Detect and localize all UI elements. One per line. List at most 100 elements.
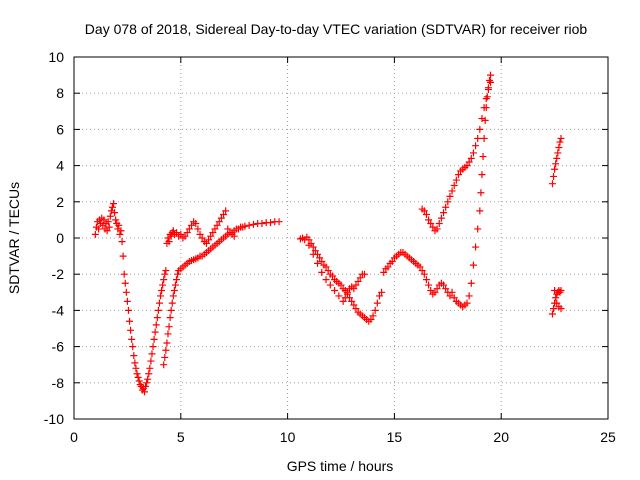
data-point-6-27 (476, 125, 484, 133)
data-point-0-38 (132, 364, 140, 372)
data-point-8-11 (557, 305, 565, 313)
data-point-0-32 (126, 317, 134, 325)
data-point-7-0 (548, 180, 556, 188)
data-point-0-8 (100, 216, 108, 224)
data-point-4-3 (318, 268, 326, 276)
data-point-1-12 (173, 276, 181, 284)
data-point-5-28 (440, 281, 448, 289)
data-point-0-49 (144, 375, 152, 383)
data-point-5-55 (487, 71, 495, 79)
data-point-6-4 (427, 220, 435, 228)
data-point-0-24 (117, 227, 125, 235)
x-tick-label-5: 25 (600, 429, 616, 445)
data-point-0-29 (122, 288, 130, 296)
data-point-0-16 (108, 203, 116, 211)
data-point-2-19 (196, 230, 204, 238)
data-point-0-63 (159, 281, 167, 289)
data-point-1-47 (249, 220, 257, 228)
data-point-5-45 (476, 207, 484, 215)
data-point-0-54 (149, 343, 157, 351)
data-point-6-14 (448, 187, 456, 195)
data-point-0-50 (145, 370, 153, 378)
data-point-6-17 (454, 171, 462, 179)
data-point-4-6 (331, 286, 339, 294)
data-point-0-12 (104, 218, 112, 226)
data-point-2-17 (192, 220, 200, 228)
data-point-0-25 (118, 238, 126, 246)
tick-labels: 0 5 10 15 20 25 -10 -8 -6 -4 -2 0 2 4 6 8 10 (44, 49, 616, 445)
data-point-2-24 (207, 232, 215, 240)
data-point-0-65 (161, 270, 169, 278)
data-point-3-34 (369, 312, 377, 320)
y-axis-label: SDTVAR / TECUs (6, 182, 22, 294)
data-point-5-52 (483, 93, 491, 101)
data-point-6-10 (440, 209, 448, 217)
data-point-0-62 (158, 286, 166, 294)
data-point-0-35 (129, 343, 137, 351)
data-point-5-29 (442, 285, 450, 293)
data-point-3-12 (322, 263, 330, 271)
data-point-8-9 (553, 299, 561, 307)
data-point-3-33 (367, 315, 375, 323)
data-point-2-23 (205, 236, 213, 244)
series-7 (548, 134, 565, 188)
data-point-2-32 (224, 225, 232, 233)
data-point-1-3 (163, 339, 171, 347)
chart-title: Day 078 of 2018, Sidereal Day-to-day VTE… (85, 21, 588, 37)
series-2 (163, 207, 238, 247)
data-point-5-48 (479, 153, 487, 161)
data-point-0-3 (95, 225, 103, 233)
data-point-7-3 (552, 160, 560, 168)
data-point-4-9 (341, 294, 349, 302)
data-point-0-19 (112, 216, 120, 224)
data-point-3-35 (371, 306, 379, 314)
y-tick-label-3: -4 (52, 302, 65, 318)
data-point-6-23 (467, 154, 475, 162)
data-point-0-33 (127, 326, 135, 334)
data-point-3-19 (337, 281, 345, 289)
data-point-5-24 (431, 288, 439, 296)
data-point-5-39 (463, 299, 471, 307)
data-point-5-33 (450, 294, 458, 302)
data-point-6-31 (484, 86, 492, 94)
axis-ticks (73, 56, 609, 420)
data-point-0-61 (157, 292, 165, 300)
x-tick-label-0: 0 (70, 429, 78, 445)
data-point-5-40 (465, 292, 473, 300)
data-point-4-10 (343, 288, 351, 296)
y-tick-label-0: -10 (44, 411, 64, 427)
data-point-3-6 (309, 243, 317, 251)
data-point-5-19 (420, 270, 428, 278)
data-point-5-31 (446, 292, 454, 300)
data-point-6-5 (429, 223, 437, 231)
data-point-3-38 (378, 288, 386, 296)
data-point-0-40 (134, 373, 142, 381)
data-point-5-2 (384, 263, 392, 271)
data-point-3-25 (350, 301, 358, 309)
data-point-0-48 (143, 379, 151, 387)
data-point-1-10 (170, 286, 178, 294)
data-points (91, 71, 565, 396)
data-point-5-49 (480, 134, 488, 142)
data-point-4-1 (309, 250, 317, 258)
data-point-4-18 (360, 270, 368, 278)
y-tick-label-5: 0 (56, 230, 64, 246)
data-point-0-11 (103, 227, 111, 235)
data-point-6-32 (487, 78, 495, 86)
data-point-2-30 (220, 210, 228, 218)
data-point-0-55 (150, 335, 158, 343)
data-point-2-8 (173, 229, 181, 237)
data-point-2-27 (213, 221, 221, 229)
data-point-0-60 (155, 299, 163, 307)
data-point-6-16 (452, 176, 460, 184)
data-point-0-52 (147, 357, 155, 365)
data-point-6-7 (433, 225, 441, 233)
y-tick-label-8: 6 (56, 121, 64, 137)
data-point-0-14 (106, 212, 114, 220)
data-point-3-13 (324, 267, 332, 275)
data-point-6-28 (478, 115, 486, 123)
data-point-2-15 (187, 221, 195, 229)
data-point-3-15 (328, 272, 336, 280)
data-point-8-8 (557, 286, 565, 294)
